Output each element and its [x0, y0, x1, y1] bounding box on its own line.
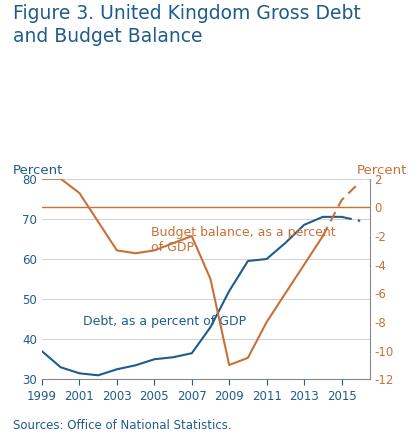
Text: Figure 3. United Kingdom Gross Debt
and Budget Balance: Figure 3. United Kingdom Gross Debt and …: [13, 4, 360, 46]
Text: Debt, as a percent of GDP: Debt, as a percent of GDP: [83, 315, 246, 328]
Text: Percent: Percent: [357, 164, 407, 177]
Text: Sources: Office of National Statistics.: Sources: Office of National Statistics.: [13, 419, 231, 432]
Text: Budget balance, as a percent
of GDP: Budget balance, as a percent of GDP: [151, 226, 335, 254]
Text: Percent: Percent: [13, 164, 63, 177]
